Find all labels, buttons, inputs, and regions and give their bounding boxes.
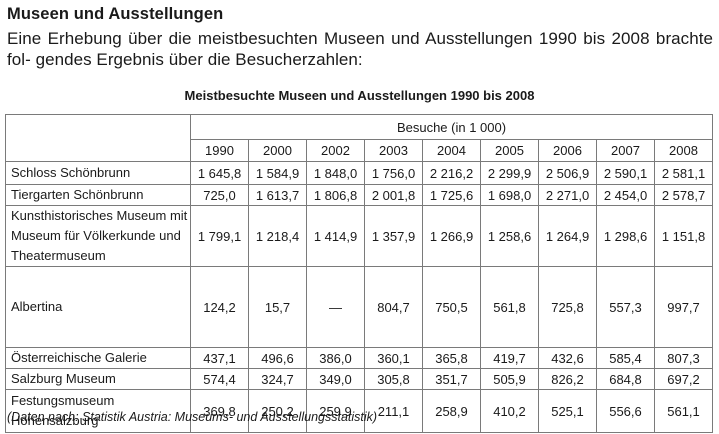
value-cell: 496,6 [248, 347, 307, 369]
value-cell: 725,0 [190, 184, 249, 206]
value-cell: 410,2 [480, 389, 539, 433]
value-cell: 1 218,4 [248, 205, 307, 267]
value-cell: 1 799,1 [190, 205, 249, 267]
value-cell: 250,2 [248, 389, 307, 433]
value-cell: 1 848,0 [306, 161, 365, 185]
year-header: 2000 [248, 139, 307, 162]
value-cell: 2 001,8 [364, 184, 423, 206]
value-cell: 750,5 [422, 266, 481, 348]
corner-cell [5, 114, 191, 162]
value-cell: 505,9 [480, 368, 539, 390]
year-header: 2007 [596, 139, 655, 162]
value-cell: 1 806,8 [306, 184, 365, 206]
year-header: 1990 [190, 139, 249, 162]
value-cell: 365,8 [422, 347, 481, 369]
value-cell: 1 725,6 [422, 184, 481, 206]
value-cell: 1 266,9 [422, 205, 481, 267]
row-label: Kunsthistorisches Museum mit Museum für … [5, 205, 191, 267]
value-cell: 2 578,7 [653, 184, 714, 206]
value-cell: 1 584,9 [248, 161, 307, 185]
row-label: Österreichische Galerie [5, 347, 191, 369]
value-cell: 1 613,7 [248, 184, 307, 206]
year-header: 2004 [422, 139, 481, 162]
value-cell: 1 258,6 [480, 205, 539, 267]
value-cell: 1 756,0 [364, 161, 423, 185]
value-cell: 124,2 [190, 266, 249, 348]
value-cell: 437,1 [190, 347, 249, 369]
value-cell: 997,7 [653, 266, 714, 348]
value-cell: 1 298,6 [596, 205, 655, 267]
table-row: Kunsthistorisches Museum mit Museum für … [5, 205, 714, 267]
table-row: Tiergarten Schönbrunn 725,0 1 613,7 1 806,8… [5, 184, 714, 206]
year-header: 2006 [538, 139, 597, 162]
value-cell: 525,1 [538, 389, 597, 433]
value-cell: 1 151,8 [653, 205, 714, 267]
visitor-table: Besuche (in 1 000) 1990 2000 2002 2003 2004 2… [5, 114, 714, 433]
table-row: Festungsmuseum Hohensalzburg 369,8 250,2 25… [5, 389, 714, 433]
intro-text: Eine Erhebung über die meistbesuchten Mu… [7, 29, 713, 69]
value-cell: 697,2 [653, 368, 714, 390]
value-cell: 324,7 [248, 368, 307, 390]
value-cell: 2 506,9 [538, 161, 597, 185]
table-row: Österreichische Galerie 437,1 496,6 386,0 36… [5, 347, 714, 369]
value-cell: 804,7 [364, 266, 423, 348]
value-cell: 419,7 [480, 347, 539, 369]
row-label: Tiergarten Schönbrunn [5, 184, 191, 206]
source-note: (Daten nach: Statistik Austria: Museums-… [7, 410, 378, 424]
value-cell: 360,1 [364, 347, 423, 369]
year-header: 2003 [364, 139, 423, 162]
value-cell: 386,0 [306, 347, 365, 369]
value-cell: 1 264,9 [538, 205, 597, 267]
year-header-row: 1990 2000 2002 2003 2004 2005 2006 2007 2008 [6, 139, 714, 162]
value-cell: 684,8 [596, 368, 655, 390]
table-body: Schloss Schönbrunn 1 645,8 1 584,9 1 848,0 1… [5, 161, 714, 433]
year-header: 2002 [306, 139, 365, 162]
value-cell: 561,1 [653, 389, 714, 433]
value-cell: 2 590,1 [596, 161, 655, 185]
value-cell: 2 454,0 [596, 184, 655, 206]
value-cell: 807,3 [653, 347, 714, 369]
value-cell: 305,8 [364, 368, 423, 390]
value-cell: 369,8 [190, 389, 249, 433]
row-label: Albertina [5, 266, 191, 348]
value-cell: 15,7 [248, 266, 307, 348]
value-cell: 258,9 [422, 389, 481, 433]
value-cell: 725,8 [538, 266, 597, 348]
value-cell: 826,2 [538, 368, 597, 390]
row-label: Festungsmuseum Hohensalzburg [5, 389, 191, 433]
table-row: Salzburg Museum 574,4 324,7 349,0 305,8 351,7… [5, 368, 714, 390]
value-cell: 585,4 [596, 347, 655, 369]
page-heading: Museen und Ausstellungen [7, 5, 224, 23]
unit-header: Besuche (in 1 000) [189, 114, 714, 140]
year-header: 2005 [480, 139, 539, 162]
value-cell: 259,9 [306, 389, 365, 433]
value-cell: 351,7 [422, 368, 481, 390]
value-cell: 2 299,9 [480, 161, 539, 185]
table-row: Albertina 124,2 15,7—804,7 750,5 561,8 725,8 5… [5, 266, 714, 348]
value-cell: 574,4 [190, 368, 249, 390]
table-row: Schloss Schönbrunn 1 645,8 1 584,9 1 848,0 1… [5, 161, 714, 185]
value-cell: 2 216,2 [422, 161, 481, 185]
value-cell: 1 414,9 [306, 205, 365, 267]
year-header: 2008 [653, 139, 714, 162]
value-cell: 561,8 [480, 266, 539, 348]
value-cell: 2 271,0 [538, 184, 597, 206]
row-label: Salzburg Museum [5, 368, 191, 390]
value-cell: 1 645,8 [190, 161, 249, 185]
value-cell: 556,6 [596, 389, 655, 433]
value-cell: 432,6 [538, 347, 597, 369]
row-label: Schloss Schönbrunn [5, 161, 191, 185]
value-cell: 2 581,1 [653, 161, 714, 185]
value-cell: 1 698,0 [480, 184, 539, 206]
value-cell: 1 357,9 [364, 205, 423, 267]
value-cell: 557,3 [596, 266, 655, 348]
table-title: Meistbesuchte Museen und Ausstellungen 1… [184, 88, 535, 103]
value-cell: 349,0 [306, 368, 365, 390]
value-cell: — [306, 266, 365, 348]
